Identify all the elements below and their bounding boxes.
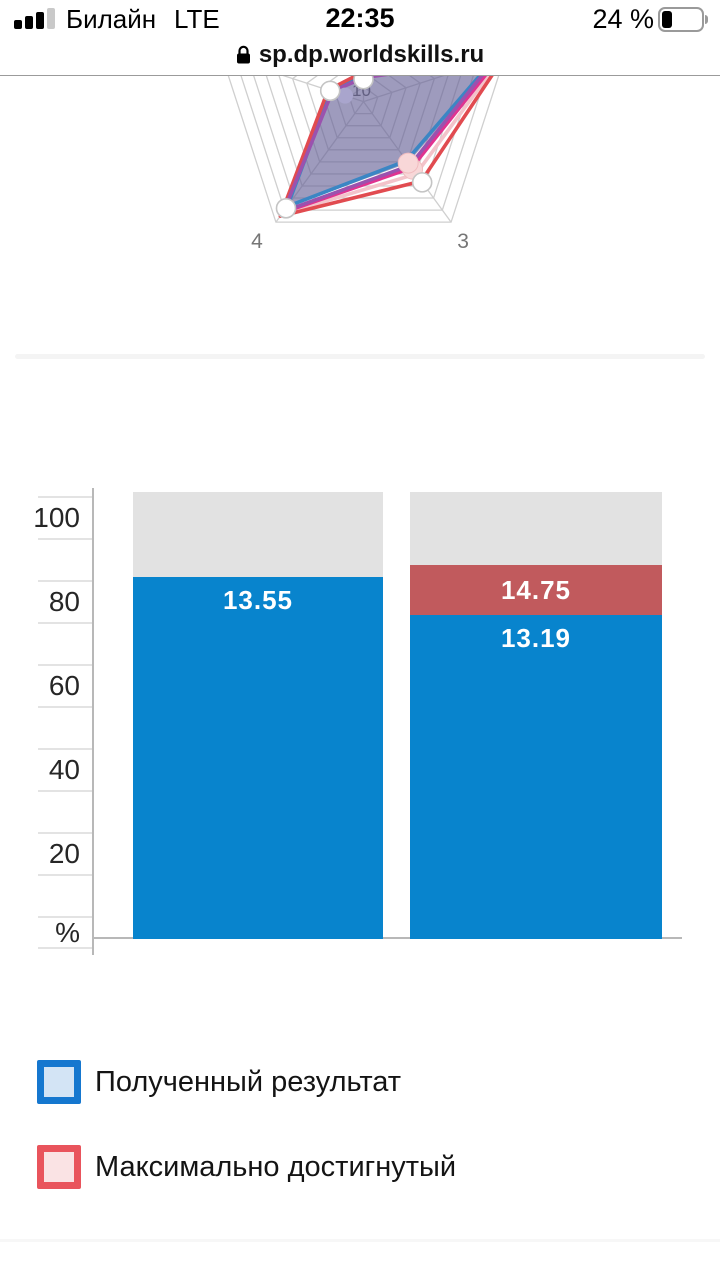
bottom-divider: [0, 1239, 720, 1242]
y-axis-tick: [38, 495, 93, 498]
status-time: 22:35: [325, 3, 395, 33]
lock-icon: [236, 45, 250, 64]
y-axis-label: 40: [48, 753, 80, 785]
y-axis-label: 100: [33, 501, 80, 533]
bar-2-max-value: 14.75: [500, 574, 572, 605]
y-axis-tick: [38, 915, 93, 918]
y-axis-unit-label: %: [55, 917, 80, 949]
address-bar[interactable]: sp.dp.worldskills.ru: [0, 36, 720, 74]
radar-grid-ring: [240, 76, 487, 211]
radar-series-received-area: [286, 76, 482, 208]
y-axis-tick: [38, 537, 93, 540]
y-axis-label: 80: [48, 585, 80, 617]
status-bar: Билайн LTE 22:35 24 %: [0, 0, 720, 36]
chart-legend: Полученный результат Максимально достигн…: [37, 1060, 456, 1189]
battery-percent: 24 %: [592, 4, 654, 34]
radar-marker-pink: [397, 152, 419, 174]
radar-marker-white: [275, 197, 297, 219]
legend-item-max-achieved[interactable]: Максимально достигнутый: [37, 1145, 456, 1189]
radar-axis-label-4: 4: [251, 230, 263, 253]
y-axis-line: [92, 488, 94, 955]
bar-1-received: 13.55: [133, 577, 383, 939]
bar-2-max-achieved: 14.75: [410, 565, 662, 615]
result-bar-chart: 100 80 60 40 20% 13.55 14.75 13.19: [0, 485, 720, 963]
bar-2-received-value: 13.19: [500, 622, 572, 653]
section-divider: [15, 354, 705, 359]
legend-label-received: Полученный результат: [95, 1065, 402, 1098]
radar-chart: 1034: [0, 76, 720, 261]
y-axis-tick: [38, 579, 93, 582]
y-axis-tick: [38, 663, 93, 666]
bar-1-received-value: 13.55: [222, 585, 294, 616]
legend-item-received[interactable]: Полученный результат: [37, 1060, 456, 1104]
y-axis-tick: [38, 831, 93, 834]
radar-grid-ring: [227, 76, 500, 223]
bar-2-remainder: [410, 491, 662, 566]
bar-1-remainder: [133, 491, 383, 578]
y-axis-tick: [38, 705, 93, 708]
y-axis-label: 20: [48, 837, 80, 869]
radar-marker-white: [411, 172, 433, 193]
radar-marker-lavender: [337, 87, 354, 104]
y-axis-tick: [38, 873, 93, 876]
bar-2-received: 13.19: [410, 614, 662, 939]
network-type: LTE: [174, 4, 220, 34]
browser-header: Билайн LTE 22:35 24 % sp.dp.worldskills.…: [0, 0, 720, 76]
y-axis-label: 60: [48, 669, 80, 701]
legend-label-max-achieved: Максимально достигнутый: [95, 1150, 457, 1183]
y-axis-tick: [38, 747, 93, 750]
legend-swatch-max-achieved: [37, 1145, 81, 1189]
battery-icon: [658, 7, 708, 32]
x-baseline: [92, 937, 682, 939]
radar-marker-white: [353, 76, 374, 90]
radar-axis-label-3: 3: [457, 230, 469, 253]
legend-swatch-received: [37, 1060, 81, 1104]
radar-grid-ring: [253, 76, 474, 199]
y-axis-tick: [38, 789, 93, 792]
cell-signal-icon: [14, 7, 55, 29]
carrier-name: Билайн: [66, 4, 157, 34]
radar-marker-white: [319, 80, 341, 102]
radar-chart-svg: 1034: [227, 76, 500, 253]
url-text: sp.dp.worldskills.ru: [258, 41, 485, 68]
y-axis-tick: [38, 947, 93, 949]
y-axis-tick: [38, 621, 93, 624]
